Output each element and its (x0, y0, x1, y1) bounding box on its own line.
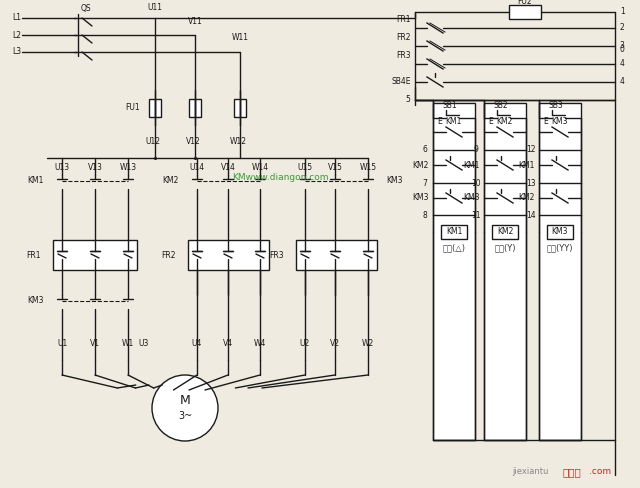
Text: U15: U15 (298, 163, 312, 171)
Text: KM1: KM1 (28, 176, 44, 185)
Text: 1: 1 (621, 7, 625, 17)
Text: V13: V13 (88, 163, 102, 171)
Text: FR3: FR3 (269, 250, 284, 260)
Text: V1: V1 (90, 340, 100, 348)
Text: FR2: FR2 (161, 250, 176, 260)
Text: U1: U1 (57, 340, 67, 348)
Text: KM2: KM2 (163, 176, 179, 185)
Text: KM1: KM1 (518, 161, 535, 169)
Text: U4: U4 (192, 340, 202, 348)
Text: V14: V14 (221, 163, 236, 171)
Text: L3: L3 (12, 47, 21, 57)
Bar (188, 240, 269, 270)
Text: 2: 2 (620, 23, 625, 33)
Bar (509, 5, 541, 19)
Text: 高速(YY): 高速(YY) (547, 244, 573, 252)
Text: KM3: KM3 (28, 296, 44, 305)
Text: V2: V2 (330, 340, 340, 348)
Text: QS: QS (81, 3, 92, 13)
Bar (433, 103, 475, 440)
Text: V11: V11 (188, 18, 202, 26)
Text: KM2: KM2 (518, 194, 535, 203)
Bar (189, 99, 201, 117)
Text: FU2: FU2 (518, 0, 532, 5)
Text: 低速(△): 低速(△) (442, 244, 465, 252)
Text: 13: 13 (526, 179, 536, 187)
Text: 3: 3 (620, 41, 625, 50)
Bar (149, 99, 161, 117)
Text: 4: 4 (620, 60, 625, 68)
Text: KM3: KM3 (551, 117, 568, 125)
Text: W14: W14 (252, 163, 269, 171)
Text: SB3: SB3 (548, 101, 563, 109)
Text: KM1: KM1 (463, 161, 480, 169)
Text: KM2: KM2 (496, 117, 513, 125)
Text: E: E (437, 117, 442, 125)
Text: .com: .com (589, 468, 611, 476)
Text: 12: 12 (526, 145, 536, 155)
Text: 中速(Y): 中速(Y) (494, 244, 516, 252)
Text: 11: 11 (471, 210, 481, 220)
Text: KM1: KM1 (445, 117, 461, 125)
Text: L2: L2 (12, 30, 21, 40)
Text: 4: 4 (620, 78, 625, 86)
Text: 10: 10 (471, 179, 481, 187)
Text: KMwww.diangon.com: KMwww.diangon.com (232, 174, 328, 183)
Bar (441, 225, 467, 239)
Text: W13: W13 (120, 163, 136, 171)
Text: U2: U2 (300, 340, 310, 348)
Bar (547, 225, 573, 239)
Text: W4: W4 (254, 340, 266, 348)
Text: 14: 14 (526, 210, 536, 220)
Text: E: E (543, 117, 548, 125)
Text: KM3: KM3 (413, 194, 429, 203)
Text: W11: W11 (232, 34, 248, 42)
Text: FU1: FU1 (125, 103, 140, 113)
Bar (484, 103, 526, 440)
Text: KM3: KM3 (552, 227, 568, 237)
Text: 接线图: 接线图 (563, 467, 581, 477)
Text: W15: W15 (360, 163, 376, 171)
Text: 6: 6 (422, 145, 428, 155)
Text: W12: W12 (230, 138, 246, 146)
Circle shape (152, 375, 218, 441)
Text: W2: W2 (362, 340, 374, 348)
Bar (234, 99, 246, 117)
Text: FR1: FR1 (397, 15, 411, 23)
Bar (296, 240, 376, 270)
Text: SB1: SB1 (443, 101, 458, 109)
Text: W1: W1 (122, 340, 134, 348)
Text: U11: U11 (147, 2, 163, 12)
Text: KM2: KM2 (497, 227, 513, 237)
Text: V12: V12 (186, 138, 200, 146)
Text: M: M (180, 393, 190, 407)
Text: 8: 8 (422, 210, 428, 220)
Bar (492, 225, 518, 239)
Text: KM3: KM3 (463, 194, 480, 203)
Text: KM2: KM2 (413, 161, 429, 169)
Bar (53, 240, 137, 270)
Text: FR3: FR3 (396, 50, 411, 60)
Text: SB2: SB2 (493, 101, 508, 109)
Text: V15: V15 (328, 163, 342, 171)
Text: 3~: 3~ (178, 411, 192, 421)
Text: V4: V4 (223, 340, 233, 348)
Text: U3: U3 (139, 340, 149, 348)
Text: U14: U14 (189, 163, 205, 171)
Text: jiexiantu: jiexiantu (512, 468, 548, 476)
Text: KM3: KM3 (386, 176, 403, 185)
Text: U13: U13 (54, 163, 70, 171)
Text: E: E (488, 117, 493, 125)
Bar (539, 103, 581, 440)
Text: 0: 0 (620, 45, 625, 55)
Text: FR2: FR2 (397, 33, 411, 41)
Text: 9: 9 (474, 145, 479, 155)
Text: L1: L1 (12, 14, 21, 22)
Text: FR1: FR1 (26, 250, 41, 260)
Text: KM1: KM1 (446, 227, 462, 237)
Text: 5: 5 (406, 96, 410, 104)
Text: U12: U12 (145, 138, 161, 146)
Text: SB4E: SB4E (392, 78, 411, 86)
Text: 7: 7 (422, 179, 428, 187)
